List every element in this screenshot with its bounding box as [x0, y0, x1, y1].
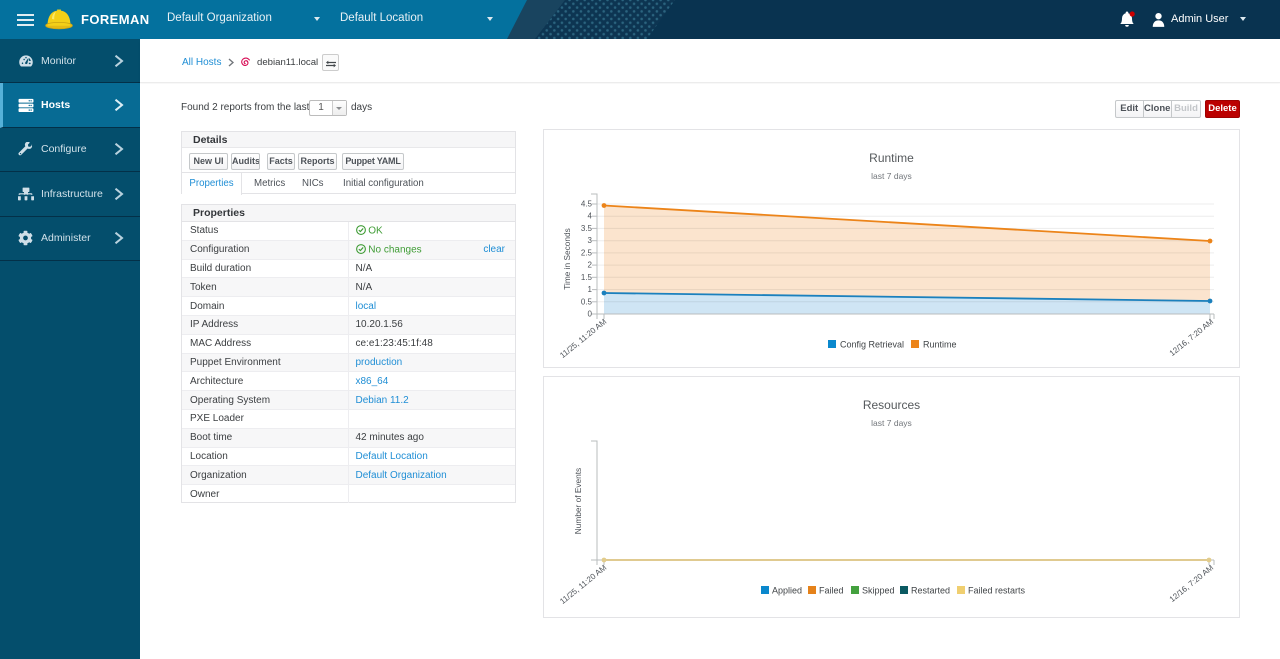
svg-text:1: 1 [588, 285, 593, 294]
svg-text:Failed restarts: Failed restarts [968, 586, 1026, 596]
svg-text:3.5: 3.5 [581, 224, 593, 233]
svg-text:4: 4 [588, 212, 593, 221]
svg-text:Runtime: Runtime [923, 340, 957, 350]
svg-text:0: 0 [588, 310, 593, 319]
svg-text:Restarted: Restarted [911, 586, 950, 596]
svg-text:4.5: 4.5 [581, 200, 593, 209]
svg-text:3: 3 [588, 236, 593, 245]
svg-text:Number of Events: Number of Events [573, 468, 583, 534]
svg-text:Failed: Failed [819, 586, 844, 596]
svg-text:Applied: Applied [772, 586, 802, 596]
svg-text:11/25, 11:20 AM: 11/25, 11:20 AM [558, 317, 608, 360]
svg-text:2.5: 2.5 [581, 248, 593, 257]
svg-text:11/25, 11:20 AM: 11/25, 11:20 AM [558, 563, 608, 606]
svg-text:Skipped: Skipped [862, 586, 895, 596]
svg-text:2: 2 [588, 261, 593, 270]
svg-text:Config Retrieval: Config Retrieval [840, 340, 904, 350]
svg-text:1.5: 1.5 [581, 273, 593, 282]
svg-text:12/16, 7:20 AM: 12/16, 7:20 AM [1168, 317, 1216, 358]
svg-text:Time in Seconds: Time in Seconds [562, 228, 572, 290]
svg-text:0.5: 0.5 [581, 297, 593, 306]
svg-text:12/16, 7:20 AM: 12/16, 7:20 AM [1168, 563, 1216, 604]
